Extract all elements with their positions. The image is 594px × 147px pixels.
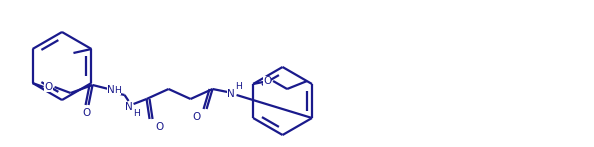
Text: H: H: [133, 110, 140, 118]
Text: N: N: [107, 85, 115, 95]
Text: O: O: [83, 108, 91, 118]
Text: H: H: [114, 86, 121, 95]
Text: N: N: [227, 89, 235, 99]
Text: O: O: [45, 82, 53, 92]
Text: H: H: [235, 81, 242, 91]
Text: N: N: [125, 102, 132, 112]
Text: O: O: [156, 122, 164, 132]
Text: O: O: [263, 76, 271, 86]
Text: O: O: [192, 112, 201, 122]
